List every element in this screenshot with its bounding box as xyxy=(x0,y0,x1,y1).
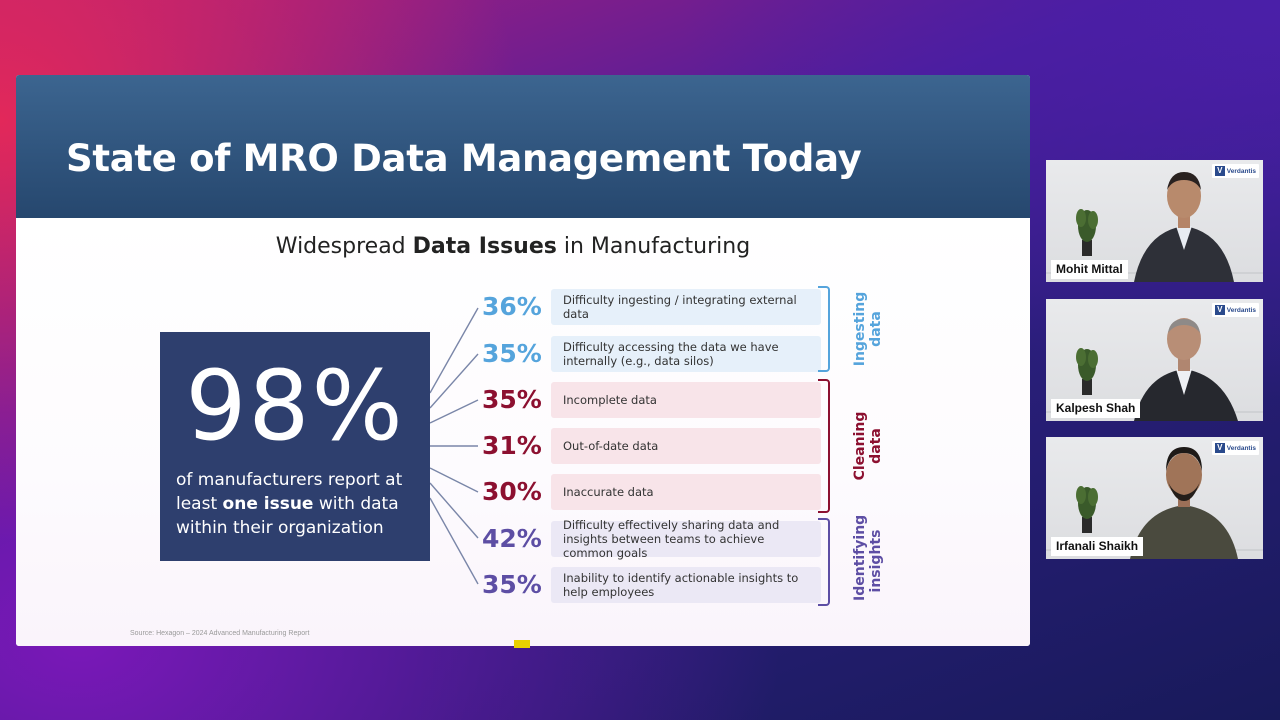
big-stat-box: 98% of manufacturers report at least one… xyxy=(160,332,430,561)
connector-line xyxy=(429,467,479,493)
slide-title: State of MRO Data Management Today xyxy=(66,137,862,180)
issue-percent: 35% xyxy=(482,339,542,368)
participant-name: Kalpesh Shah xyxy=(1051,399,1141,418)
cleaning-bracket xyxy=(818,379,830,513)
slide-body: Widespread Data Issues in Manufacturing … xyxy=(16,218,1030,646)
plant-icon xyxy=(1076,348,1098,395)
issue-percent: 31% xyxy=(482,431,542,460)
ingesting-bracket xyxy=(818,286,830,372)
issue-text: Out-of-date data xyxy=(551,428,821,464)
connector-line xyxy=(429,497,479,585)
group-label-ingesting: Ingesting data xyxy=(852,291,884,367)
participant-tile[interactable]: V Verdantis Mohit Mittal xyxy=(1046,160,1263,282)
issue-row: 35% Incomplete data xyxy=(482,382,822,418)
issue-row: 36% Difficulty ingesting / integrating e… xyxy=(482,289,822,325)
participant-video xyxy=(1134,318,1238,421)
connector-line xyxy=(429,482,479,539)
participant-video xyxy=(1130,447,1238,559)
participant-video xyxy=(1134,172,1234,282)
issue-text: Incomplete data xyxy=(551,382,821,418)
company-logo: V Verdantis xyxy=(1211,441,1259,455)
participant-tile[interactable]: V Verdantis Kalpesh Shah xyxy=(1046,299,1263,421)
issue-percent: 30% xyxy=(482,477,542,506)
issue-text: Difficulty accessing the data we have in… xyxy=(551,336,821,372)
group-label-cleaning: Cleaning data xyxy=(852,411,884,481)
big-stat-description: of manufacturers report at least one iss… xyxy=(176,470,403,538)
issue-row: 30% Inaccurate data xyxy=(482,474,822,510)
issue-percent: 36% xyxy=(482,292,542,321)
shared-slide: State of MRO Data Management Today Wides… xyxy=(16,75,1030,646)
issue-text: Inaccurate data xyxy=(551,474,821,510)
connector-line xyxy=(429,399,479,424)
slide-subtitle: Widespread Data Issues in Manufacturing xyxy=(275,234,751,259)
issue-row: 31% Out-of-date data xyxy=(482,428,822,464)
insights-bracket xyxy=(818,518,830,606)
plant-icon xyxy=(1076,209,1098,256)
participant-name: Mohit Mittal xyxy=(1051,260,1128,279)
slide-header: State of MRO Data Management Today xyxy=(16,75,1030,218)
pointer-marker xyxy=(514,640,530,648)
participant-name: Irfanali Shaikh xyxy=(1051,537,1144,556)
issue-percent: 42% xyxy=(482,524,542,553)
issue-text: Inability to identify actionable insight… xyxy=(551,567,821,603)
connector-line xyxy=(429,307,479,394)
issue-row: 42% Difficulty effectively sharing data … xyxy=(482,518,822,560)
company-logo: V Verdantis xyxy=(1211,303,1259,317)
issue-percent: 35% xyxy=(482,385,542,414)
issue-row: 35% Inability to identify actionable ins… xyxy=(482,567,822,603)
plant-icon xyxy=(1076,486,1098,533)
issue-text: Difficulty effectively sharing data and … xyxy=(551,518,821,560)
issue-row: 35% Difficulty accessing the data we hav… xyxy=(482,336,822,372)
source-note: Source: Hexagon – 2024 Advanced Manufact… xyxy=(130,630,310,637)
issue-text: Difficulty ingesting / integrating exter… xyxy=(551,289,821,325)
group-label-insights: Identifying insights xyxy=(852,514,884,601)
connector-line xyxy=(429,353,479,409)
company-logo: V Verdantis xyxy=(1211,164,1259,178)
issue-percent: 35% xyxy=(482,570,542,599)
big-stat-number: 98% xyxy=(185,350,405,462)
participant-tile[interactable]: V Verdantis Irfanali Shaikh xyxy=(1046,437,1263,559)
